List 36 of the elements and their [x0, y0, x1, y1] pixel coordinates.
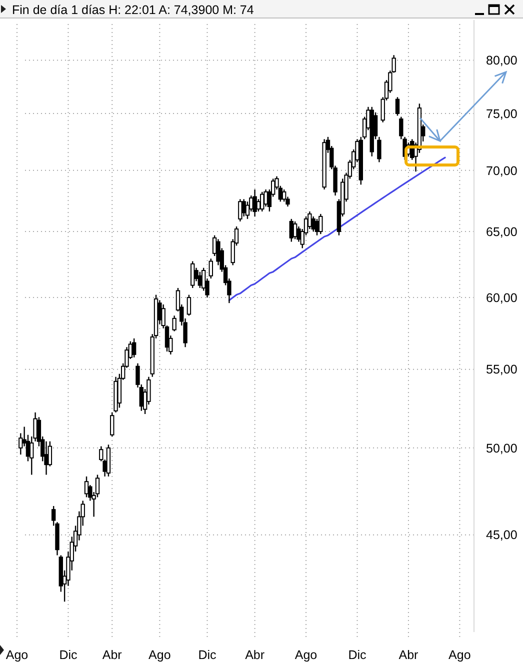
- line-series: [228, 156, 446, 302]
- x-tick-label: Ago: [448, 648, 471, 662]
- x-tick-label: Abr: [245, 648, 265, 662]
- candlestick: [318, 213, 323, 235]
- candlestick: [172, 315, 176, 332]
- y-tick-label: 70,00: [486, 164, 518, 178]
- x-tick-label: Dic: [198, 648, 216, 662]
- candlestick: [190, 260, 195, 289]
- x-tick-label: Ago: [294, 648, 318, 662]
- candlestick: [395, 96, 400, 116]
- candlestick: [264, 188, 268, 208]
- candlestick: [311, 216, 316, 232]
- candlestick: [377, 136, 382, 163]
- candlestick: [44, 440, 48, 476]
- x-tick-label: Dic: [348, 648, 366, 662]
- y-tick-label: 55,00: [486, 362, 518, 377]
- y-tick-label: 50,00: [486, 441, 518, 456]
- candlestick: [242, 198, 246, 218]
- y-tick-label: 65,00: [486, 224, 518, 239]
- candlestick: [252, 188, 257, 218]
- x-tick-label: Abr: [398, 648, 418, 662]
- x-tick-label: Ago: [6, 648, 28, 662]
- candlestick: [282, 188, 286, 202]
- y-tick-label: 45,00: [486, 528, 518, 542]
- chart-title: Fin de día 1 días H: 22:01 A: 74,3900 M: 74: [12, 3, 254, 17]
- candlestick: [132, 338, 136, 358]
- y-tick-label: 75,00: [486, 106, 518, 121]
- candlestick: [110, 412, 114, 438]
- candlestick: [208, 258, 213, 280]
- candlestick: [186, 294, 192, 316]
- x-tick-label: Abr: [102, 648, 122, 662]
- candlestick: [238, 198, 242, 222]
- y-tick-label: 80,00: [486, 54, 518, 68]
- x-tick-label: Ago: [148, 648, 171, 662]
- y-tick-label: 60,00: [486, 290, 518, 305]
- x-tick-label: Dic: [59, 648, 78, 662]
